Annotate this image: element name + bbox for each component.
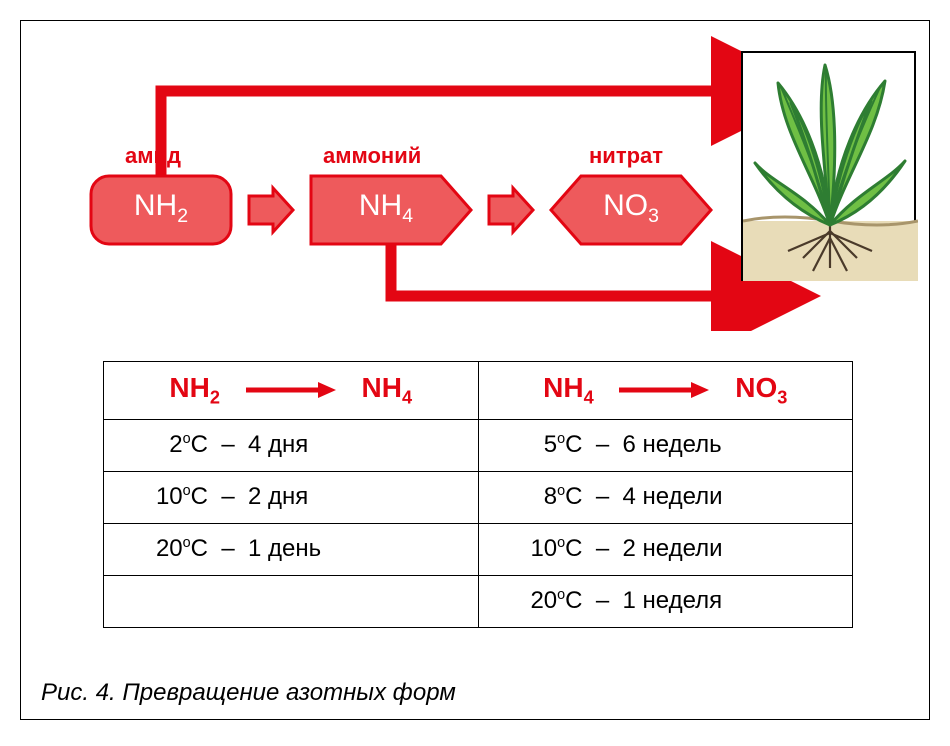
cell-right: 10oC–2 недели xyxy=(478,523,853,575)
cell-temp: 5oC xyxy=(493,431,583,459)
cell-temp: 10oC xyxy=(493,535,583,563)
head-from-base: NH xyxy=(543,372,583,403)
cell-temp: 2oC xyxy=(118,431,208,459)
cell-left xyxy=(104,575,479,627)
cell-dash: – xyxy=(208,431,248,459)
node-formula-ammonium: NH4 xyxy=(311,189,461,228)
table-head-left: NH2 NH4 xyxy=(104,362,479,420)
plant-illustration xyxy=(741,51,916,281)
cell-duration: 4 дня xyxy=(248,431,388,459)
node-label-nitrate: нитрат xyxy=(589,143,663,169)
head-to-base: NH xyxy=(362,372,402,403)
cell-duration: 4 недели xyxy=(623,483,763,511)
table-header-row: NH2 NH4 NH4 NO3 xyxy=(104,362,853,420)
cell-duration: 1 день xyxy=(248,535,388,563)
cell-right: 20oC–1 неделя xyxy=(478,575,853,627)
arrow-right-icon xyxy=(246,381,336,399)
node-formula-nitrate: NO3 xyxy=(551,189,711,228)
cell-left: 10oC–2 дня xyxy=(104,471,479,523)
node-formula-amide: NH2 xyxy=(91,189,231,228)
table-head-right: NH4 NO3 xyxy=(478,362,853,420)
cell-dash: – xyxy=(583,535,623,563)
table-row: 10oC–2 дня8oC–4 недели xyxy=(104,471,853,523)
cell-dash: – xyxy=(208,483,248,511)
head-to-sub: 3 xyxy=(777,388,787,408)
table-row: 20oC–1 неделя xyxy=(104,575,853,627)
cell-temp: 20oC xyxy=(118,535,208,563)
formula-sub: 3 xyxy=(648,205,659,227)
flow-diagram: амид аммоний нитрат NH2 NH4 NO3 xyxy=(21,21,929,331)
cell-duration: 1 неделя xyxy=(623,587,763,615)
arrow-right-icon xyxy=(619,381,709,399)
figure-caption: Рис. 4. Превращение азотных форм xyxy=(41,679,456,707)
cell-duration: 6 недель xyxy=(623,431,763,459)
cell-duration: 2 дня xyxy=(248,483,388,511)
formula-sub: 2 xyxy=(177,205,188,227)
formula-base: NH xyxy=(359,189,402,222)
cell-temp: 20oC xyxy=(493,587,583,615)
formula-sub: 4 xyxy=(402,205,413,227)
node-label-amide: амид xyxy=(125,143,181,169)
node-label-ammonium: аммоний xyxy=(323,143,421,169)
figure-container: амид аммоний нитрат NH2 NH4 NO3 xyxy=(20,20,930,720)
cell-dash: – xyxy=(583,431,623,459)
cell-left: 2oC–4 дня xyxy=(104,419,479,471)
table-row: 2oC–4 дня5oC–6 недель xyxy=(104,419,853,471)
cell-duration: 2 недели xyxy=(623,535,763,563)
head-from-base: NH xyxy=(169,372,209,403)
cell-right: 5oC–6 недель xyxy=(478,419,853,471)
formula-base: NH xyxy=(134,189,177,222)
formula-base: NO xyxy=(603,189,648,222)
head-from-sub: 4 xyxy=(584,388,594,408)
cell-temp: 10oC xyxy=(118,483,208,511)
head-to-base: NO xyxy=(735,372,777,403)
cell-dash: – xyxy=(583,587,623,615)
head-to-sub: 4 xyxy=(402,388,412,408)
cell-dash: – xyxy=(208,535,248,563)
head-from-sub: 2 xyxy=(210,388,220,408)
cell-dash: – xyxy=(583,483,623,511)
cell-right: 8oC–4 недели xyxy=(478,471,853,523)
cell-left: 20oC–1 день xyxy=(104,523,479,575)
conversion-rate-table: NH2 NH4 NH4 NO3 2oC–4 дня5oC–6 недель10o… xyxy=(103,361,853,628)
table-row: 20oC–1 день10oC–2 недели xyxy=(104,523,853,575)
cell-temp: 8oC xyxy=(493,483,583,511)
